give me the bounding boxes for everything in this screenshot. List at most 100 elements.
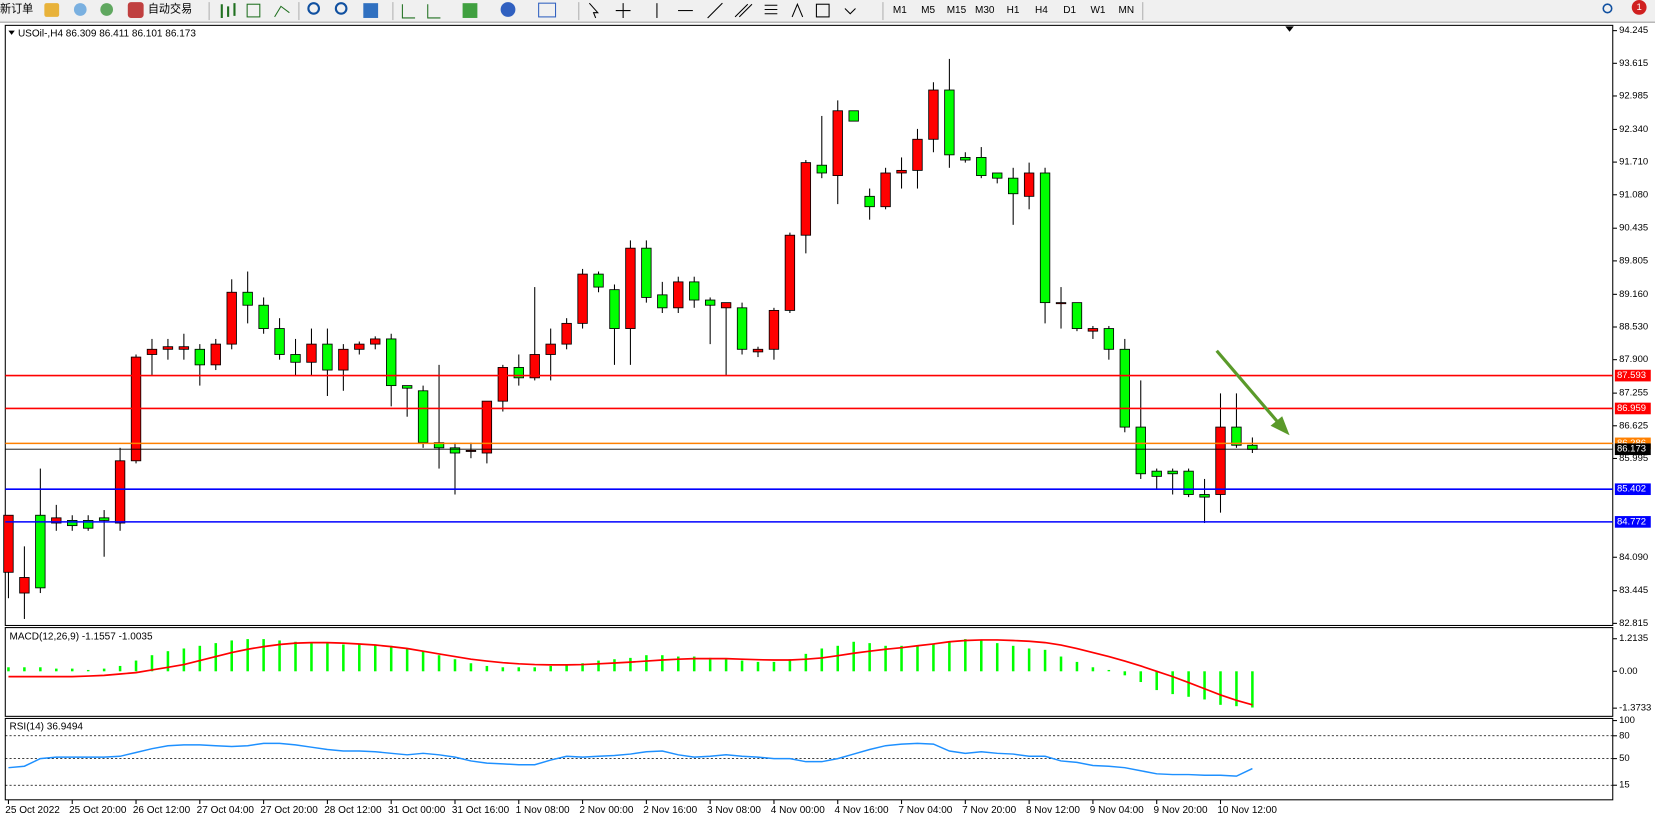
icon[interactable] bbox=[44, 3, 60, 17]
candle-body bbox=[481, 400, 493, 454]
annotation-arrow bbox=[1215, 349, 1290, 436]
icon[interactable] bbox=[500, 2, 516, 17]
y-tick-label: 92.340 bbox=[1619, 124, 1648, 135]
macd-bar bbox=[150, 655, 154, 672]
candle-body bbox=[609, 289, 620, 329]
timeframe-button[interactable]: MN bbox=[1118, 5, 1134, 16]
candle-body bbox=[704, 299, 716, 306]
candle-body bbox=[1231, 426, 1242, 446]
candle-body bbox=[1135, 426, 1146, 475]
label-tool[interactable] bbox=[815, 3, 830, 18]
candle-body bbox=[114, 460, 126, 524]
timeframe-button[interactable]: W1 bbox=[1090, 5, 1105, 16]
rsi-panel bbox=[4, 717, 1614, 801]
candle-body bbox=[1023, 172, 1035, 197]
new-order-button[interactable]: 新订单 bbox=[0, 1, 33, 15]
candle-body bbox=[67, 520, 78, 527]
fibo-tool[interactable] bbox=[764, 4, 778, 15]
auto-trade-icon[interactable] bbox=[127, 2, 144, 18]
candle-body bbox=[992, 172, 1003, 179]
macd-bar bbox=[1027, 648, 1031, 672]
channel-tool[interactable] bbox=[734, 3, 753, 18]
candle-body bbox=[1119, 348, 1130, 428]
x-tick-label: 9 Nov 04:00 bbox=[1090, 805, 1144, 816]
crosshair-tool[interactable] bbox=[615, 3, 631, 18]
icon[interactable] bbox=[100, 3, 114, 16]
x-tick-label: 2 Nov 16:00 bbox=[643, 805, 697, 816]
candle-body bbox=[800, 162, 812, 236]
timeframe-button[interactable]: M1 bbox=[893, 5, 907, 16]
macd-bar bbox=[118, 665, 122, 672]
candle-body bbox=[338, 348, 349, 371]
icon[interactable] bbox=[73, 3, 87, 16]
notification-badge[interactable] bbox=[1631, 0, 1647, 15]
candle-body bbox=[976, 157, 987, 177]
candle-body bbox=[401, 385, 413, 389]
shift-marker bbox=[1285, 26, 1294, 32]
macd-bar bbox=[645, 655, 648, 672]
y-tick-label: 82.815 bbox=[1619, 618, 1648, 629]
candle-body bbox=[194, 348, 206, 366]
candle-body bbox=[290, 354, 301, 363]
cursor-tool[interactable] bbox=[588, 2, 599, 19]
macd-bar bbox=[469, 663, 473, 672]
rsi-line bbox=[8, 742, 1253, 777]
candle-body bbox=[354, 343, 365, 350]
candle-body bbox=[657, 294, 668, 309]
y-tick-label: 89.160 bbox=[1619, 289, 1648, 300]
search[interactable] bbox=[1602, 3, 1613, 14]
y-tick-label: 86.625 bbox=[1619, 420, 1648, 431]
icon[interactable] bbox=[363, 3, 379, 18]
macd-bar bbox=[437, 655, 441, 672]
symbol-header: USOil-,H4 86.309 86.411 86.101 86.173 bbox=[18, 28, 196, 39]
icon[interactable] bbox=[401, 4, 416, 19]
timeframe-button[interactable]: M5 bbox=[921, 5, 935, 16]
y-tick-label: 94.245 bbox=[1619, 25, 1648, 36]
icon[interactable] bbox=[246, 3, 261, 18]
y-tick-label: -1.3733 bbox=[1619, 703, 1651, 714]
x-tick-label: 27 Oct 20:00 bbox=[260, 805, 318, 816]
notification-count[interactable]: 1 bbox=[1637, 2, 1642, 13]
x-tick-label: 4 Nov 16:00 bbox=[835, 805, 889, 816]
zoom-out[interactable] bbox=[334, 2, 348, 15]
zoom-in[interactable] bbox=[307, 2, 321, 15]
icon[interactable] bbox=[538, 2, 557, 18]
candle-body bbox=[1151, 470, 1162, 477]
shapes-tool[interactable] bbox=[844, 8, 856, 15]
macd-bar bbox=[7, 667, 10, 672]
y-tick-label: 91.080 bbox=[1619, 189, 1648, 200]
price-level-tag bbox=[1614, 443, 1651, 456]
rsi-header: RSI(14) 36.9494 bbox=[10, 722, 84, 733]
candle-body bbox=[816, 164, 827, 174]
x-tick-label: 2 Nov 00:00 bbox=[579, 805, 633, 816]
timeframe-button[interactable]: D1 bbox=[1063, 5, 1076, 16]
macd-bar bbox=[900, 645, 903, 672]
auto-trade-button[interactable]: 自动交易 bbox=[148, 1, 192, 15]
macd-bar bbox=[373, 644, 377, 672]
icon[interactable] bbox=[220, 3, 236, 18]
icon[interactable] bbox=[274, 5, 290, 18]
candle-body bbox=[449, 447, 461, 454]
timeframe-button[interactable]: H1 bbox=[1007, 5, 1020, 16]
timeframes: M1 M5 M15 M30 H1 H4 D1 W1 MN bbox=[893, 5, 1134, 16]
y-tick-label: 92.985 bbox=[1619, 90, 1648, 101]
candle-body bbox=[51, 517, 62, 524]
x-tick-label: 31 Oct 00:00 bbox=[388, 805, 446, 816]
timeframe-button[interactable]: H4 bbox=[1035, 5, 1048, 16]
timeframe-button[interactable]: M15 bbox=[947, 5, 967, 16]
symbol-marker bbox=[8, 30, 15, 35]
y-tick-label: 80 bbox=[1619, 730, 1630, 741]
macd-bar bbox=[102, 668, 106, 672]
main-panel bbox=[4, 24, 1614, 627]
timeframe-button[interactable]: M30 bbox=[975, 5, 995, 16]
icon[interactable] bbox=[427, 4, 441, 19]
candle-body bbox=[306, 343, 317, 363]
icon[interactable] bbox=[462, 3, 478, 18]
macd-bar bbox=[549, 665, 552, 672]
macd-bar bbox=[389, 645, 393, 672]
macd-bar bbox=[1187, 671, 1190, 697]
trendline-tool[interactable] bbox=[707, 2, 723, 19]
text-tool[interactable] bbox=[791, 2, 804, 18]
macd-bar bbox=[358, 644, 361, 672]
